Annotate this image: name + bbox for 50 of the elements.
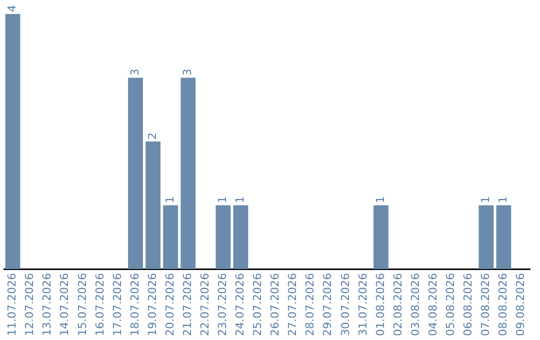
data-label: 3 [180,68,194,76]
x-tick-label: 19.07.2026 [146,273,159,336]
data-label: 1 [216,196,230,204]
x-tick-label: 25.07.2026 [251,273,264,336]
x-tick-label: 12.07.2026 [23,273,36,336]
x-tick-label: 18.07.2026 [128,273,142,336]
bar [496,205,512,270]
data-label: 1 [374,196,387,204]
x-tick-label: 28.07.2026 [304,273,317,336]
x-tick-label: 01.08.2026 [374,273,387,336]
bar [146,142,160,270]
bar [233,205,248,270]
x-tick-label: 11.07.2026 [6,273,19,336]
x-tick-label: 30.07.2026 [338,273,352,336]
x-tick-label: 17.07.2026 [110,273,124,336]
x-tick-label: 21.07.2026 [180,273,194,336]
x-tick-label: 24.07.2026 [234,273,247,336]
data-label: 4 [6,5,19,12]
x-tick-label: 29.07.2026 [321,273,334,336]
x-tick-label: 20.07.2026 [163,273,176,336]
bar [374,205,388,270]
x-tick-label: 22.07.2026 [198,273,212,336]
bar [163,205,178,270]
data-label: 1 [163,196,176,204]
x-tick-label: 07.08.2026 [479,273,492,336]
data-label: 1 [496,196,510,204]
x-tick-label: 08.08.2026 [496,273,510,336]
x-tick-label: 13.07.2026 [40,273,54,336]
x-tick-label: 23.07.2026 [216,273,230,336]
data-label: 3 [128,68,142,76]
x-tick-label: 14.07.2026 [58,273,72,336]
x-tick-label: 03.08.2026 [408,273,422,336]
bar [216,205,231,270]
x-tick-label: 09.08.2026 [514,273,528,336]
x-tick-label: 04.08.2026 [426,273,440,336]
x-tick-label: 27.07.2026 [286,273,300,336]
x-tick-label: 31.07.2026 [356,273,370,336]
data-label: 2 [146,132,159,140]
x-tick-label: 06.08.2026 [461,273,474,336]
x-tick-label: 05.08.2026 [444,273,457,336]
bar [128,78,143,270]
data-label: 1 [479,196,492,204]
x-tick-label: 26.07.2026 [268,273,282,336]
x-tick-label: 15.07.2026 [76,273,89,336]
bar [180,78,196,270]
x-tick-label: 16.07.2026 [93,273,106,336]
bar [5,14,20,270]
bar [478,205,494,270]
data-label: 1 [234,196,247,204]
x-tick-label: 02.08.2026 [391,273,404,336]
